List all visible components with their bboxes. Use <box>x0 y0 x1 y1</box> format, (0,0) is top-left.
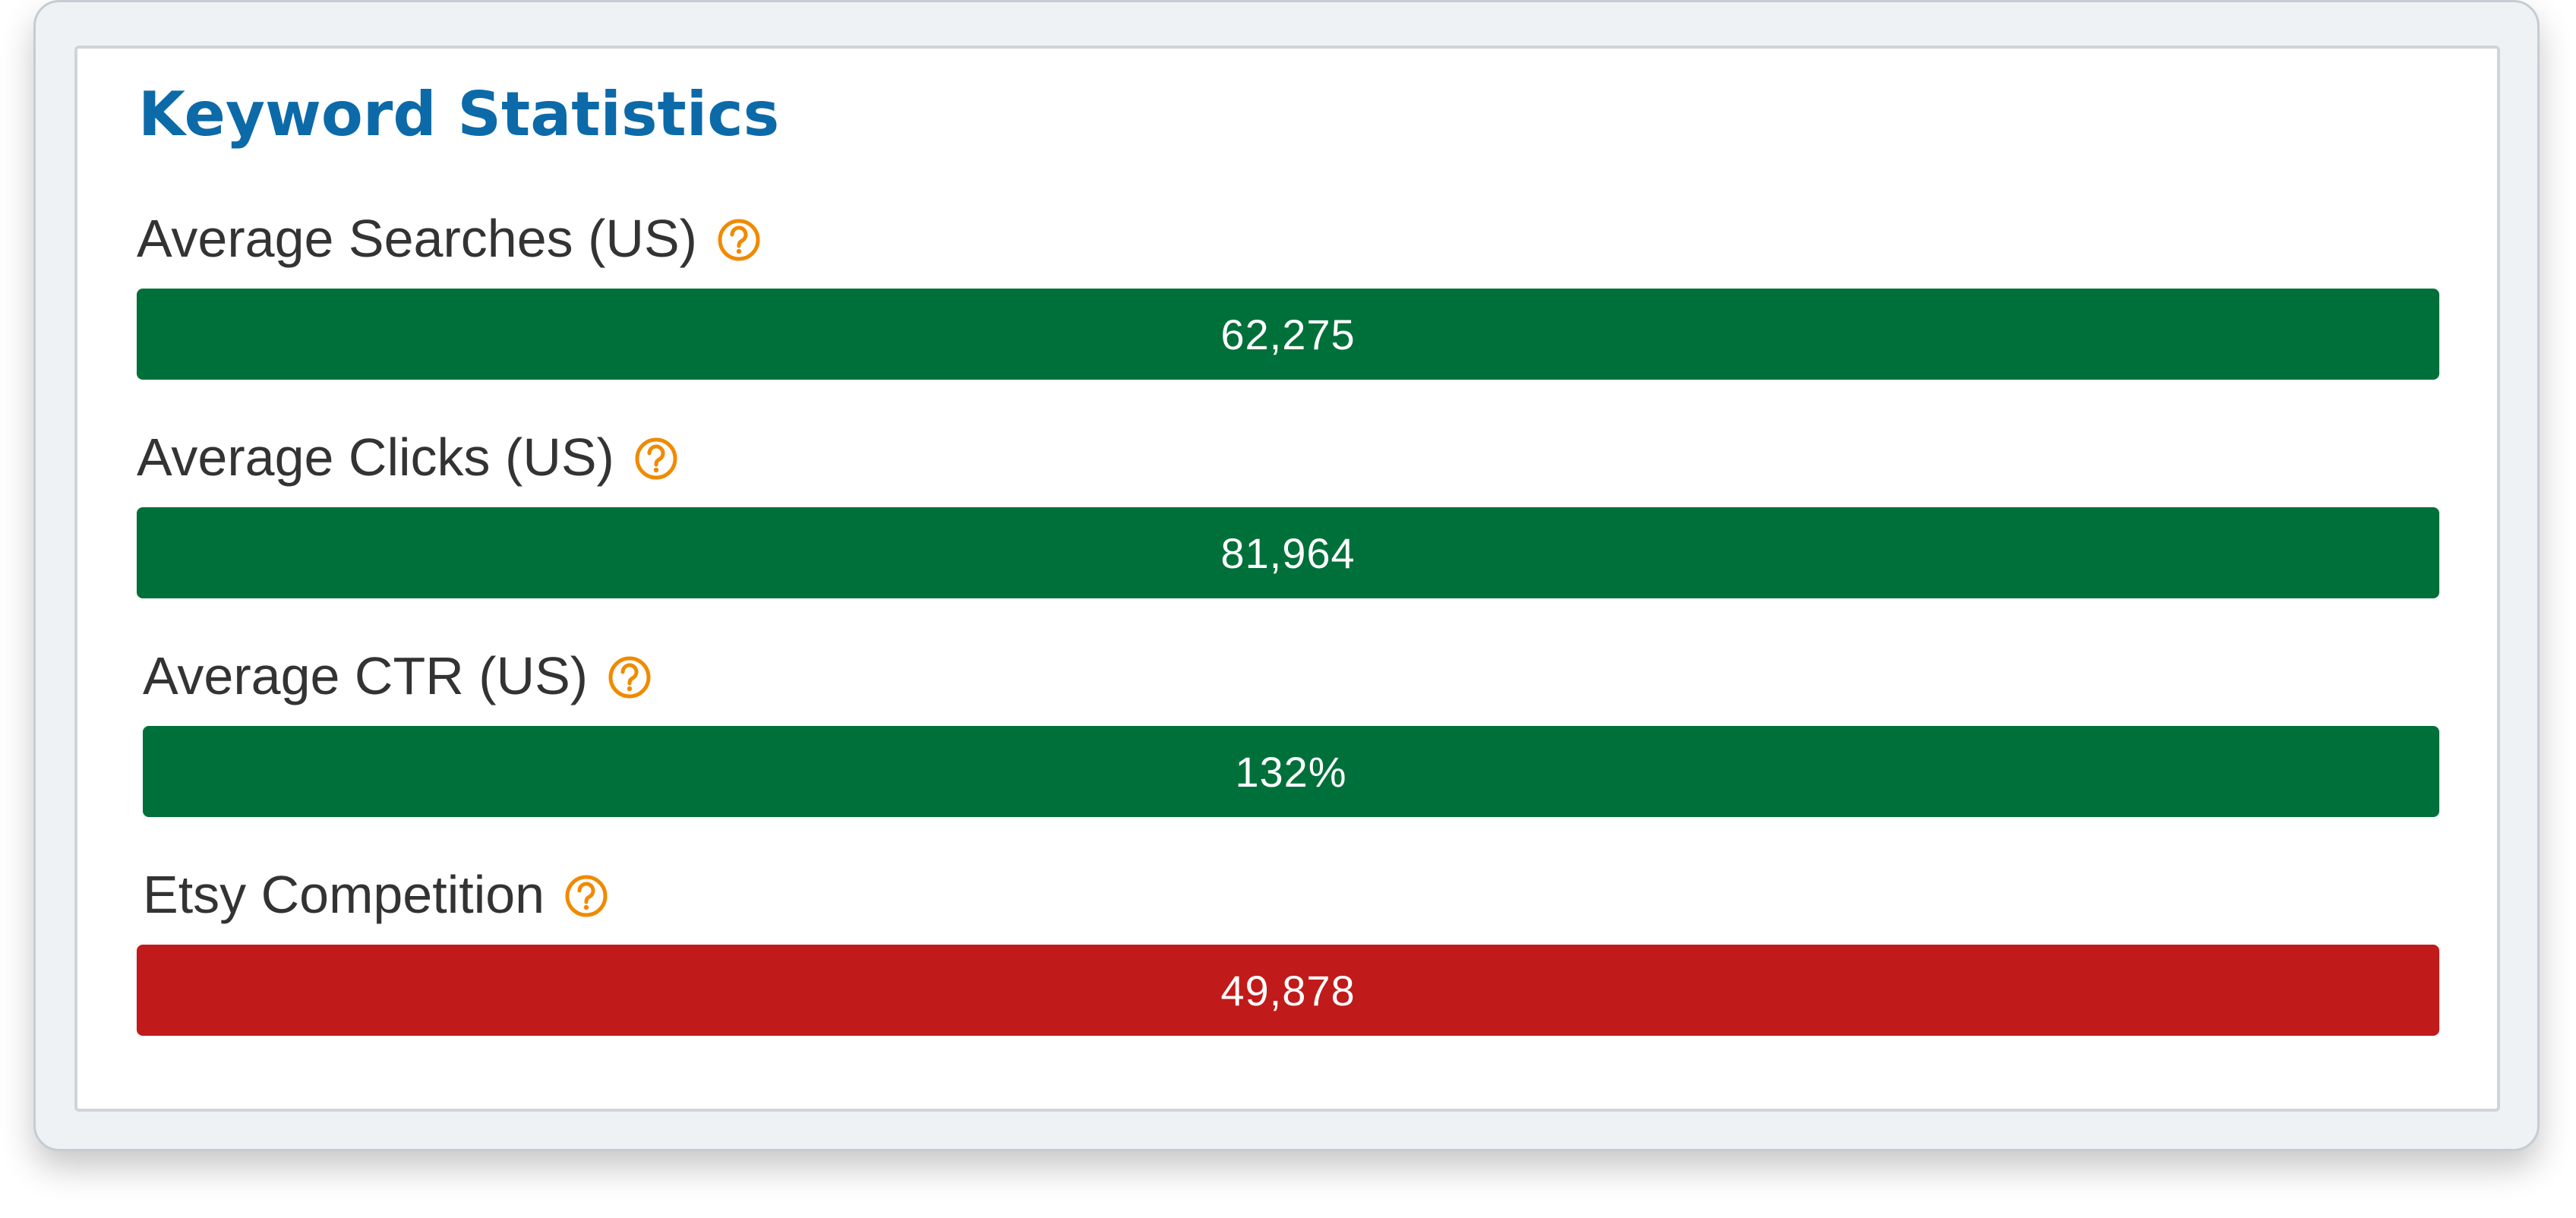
panel-title: Keyword Statistics <box>138 79 780 150</box>
stat-label-text: Etsy Competition <box>143 865 545 924</box>
stat-bar-etsy-competition: 49,878 <box>137 945 2439 1036</box>
stat-value: 49,878 <box>1220 966 1356 1014</box>
stat-label-average-clicks: Average Clicks (US) <box>137 419 678 495</box>
stat-bar-average-searches: 62,275 <box>137 289 2439 380</box>
question-circle-icon[interactable] <box>608 655 652 699</box>
stat-value: 62,275 <box>1220 310 1356 358</box>
stat-label-average-ctr: Average CTR (US) <box>143 638 652 714</box>
stat-label-average-searches: Average Searches (US) <box>137 200 761 276</box>
stat-label-text: Average CTR (US) <box>143 646 589 705</box>
question-circle-icon[interactable] <box>634 437 678 481</box>
question-circle-icon[interactable] <box>717 218 761 262</box>
stat-value: 132% <box>1235 747 1347 796</box>
stat-bar-average-ctr: 132% <box>143 726 2439 817</box>
stat-label-text: Average Searches (US) <box>137 209 697 268</box>
stat-label-etsy-competition: Etsy Competition <box>143 857 608 932</box>
stat-bar-average-clicks: 81,964 <box>137 507 2439 598</box>
question-circle-icon[interactable] <box>564 874 608 918</box>
stat-label-text: Average Clicks (US) <box>137 428 614 487</box>
stat-value: 81,964 <box>1220 529 1356 577</box>
